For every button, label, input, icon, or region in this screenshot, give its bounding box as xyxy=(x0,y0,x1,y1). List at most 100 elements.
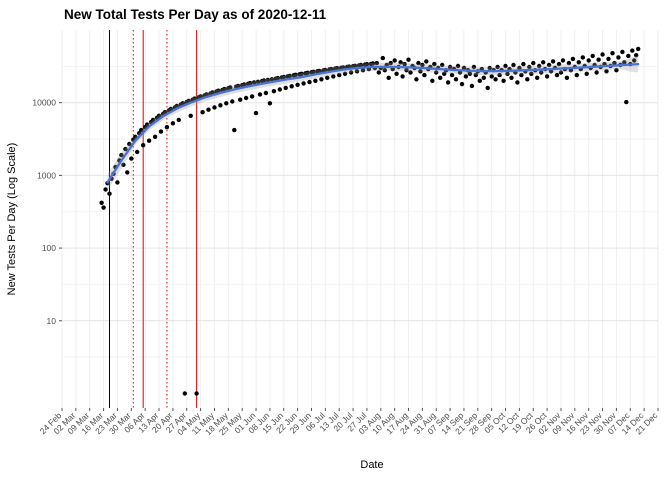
scatter-point xyxy=(146,138,152,143)
scatter-point xyxy=(489,74,494,79)
scatter-point xyxy=(188,113,193,119)
scatter-point xyxy=(289,84,294,89)
scatter-point xyxy=(394,71,399,77)
scatter-point xyxy=(620,49,625,55)
scatter-point xyxy=(123,146,128,152)
scatter-point xyxy=(319,77,324,82)
scatter-point xyxy=(101,205,106,210)
scatter-point xyxy=(170,121,176,126)
scatter-point xyxy=(414,77,419,82)
scatter-point xyxy=(406,57,411,62)
scatter-point xyxy=(564,75,570,81)
scatter-point xyxy=(376,70,381,75)
scatter-point xyxy=(535,75,540,81)
scatter-point xyxy=(408,70,413,75)
scatter-point xyxy=(129,156,134,161)
scatter-point xyxy=(590,53,595,59)
scatter-point xyxy=(218,103,223,108)
scatter-point xyxy=(228,85,233,90)
scatter-point xyxy=(249,94,255,99)
scatter-point xyxy=(455,63,461,69)
scatter-point xyxy=(469,83,475,89)
scatter-point xyxy=(133,134,138,139)
scatter-point xyxy=(269,77,275,82)
scatter-point xyxy=(329,66,334,72)
scatter-point xyxy=(422,72,427,78)
scatter-point xyxy=(305,70,310,76)
y-tick-label: 10000 xyxy=(32,98,56,108)
scatter-point xyxy=(283,85,288,91)
scatter-point xyxy=(152,134,158,139)
scatter-point xyxy=(497,72,502,78)
scatter-point xyxy=(253,110,259,116)
scatter-point xyxy=(556,61,562,67)
scatter-point xyxy=(624,99,629,105)
scatter-point xyxy=(158,129,164,134)
scatter-point xyxy=(521,61,526,67)
scatter-point xyxy=(354,69,360,74)
scatter-point xyxy=(313,78,318,84)
scatter-point xyxy=(416,60,421,66)
scatter-point xyxy=(348,70,354,75)
scatter-point xyxy=(404,68,409,73)
scatter-point xyxy=(434,70,439,75)
scatter-point xyxy=(281,74,286,80)
scatter-point xyxy=(352,63,358,68)
scatter-point xyxy=(531,60,536,66)
scatter-point xyxy=(212,105,217,110)
scatter-point xyxy=(477,78,482,84)
scatter-point xyxy=(115,180,120,185)
scatter-point xyxy=(121,162,126,167)
scatter-point xyxy=(243,95,249,101)
scatter-point xyxy=(626,53,631,59)
scatter-point xyxy=(485,85,490,91)
scatter-point xyxy=(501,78,506,84)
scatter-point xyxy=(392,58,397,63)
scatter-point xyxy=(529,71,534,77)
scatter-point xyxy=(632,58,637,63)
scatter-point xyxy=(206,107,211,112)
scatter-point xyxy=(135,149,140,155)
scatter-point xyxy=(251,80,257,85)
scatter-point xyxy=(99,200,104,205)
scatter-point xyxy=(342,71,348,77)
scatter-point xyxy=(271,89,277,94)
scatter-point xyxy=(386,75,391,81)
scatter-point xyxy=(265,77,271,83)
scatter-point xyxy=(527,64,532,70)
scatter-point xyxy=(634,53,639,58)
scatter-point xyxy=(125,170,130,175)
scatter-point xyxy=(525,77,530,82)
scatter-point xyxy=(566,60,572,66)
scatter-point xyxy=(287,73,292,79)
scatter-point xyxy=(255,79,261,85)
scatter-point xyxy=(388,60,393,66)
scatter-point xyxy=(610,51,615,56)
scatter-point xyxy=(263,90,269,96)
scatter-point xyxy=(546,62,552,68)
scatter-point xyxy=(424,59,429,64)
scatter-point xyxy=(150,117,156,123)
scatter-point xyxy=(210,90,215,95)
scatter-point xyxy=(277,87,282,92)
scatter-point xyxy=(616,55,621,60)
scatter-point xyxy=(139,127,144,133)
scatter-point xyxy=(442,71,447,77)
scatter-point xyxy=(558,70,564,75)
scatter-point xyxy=(238,97,243,102)
scatter-point xyxy=(156,113,162,119)
scatter-point xyxy=(515,80,520,85)
scatter-point xyxy=(471,64,477,70)
scatter-point xyxy=(463,74,469,79)
scatter-point xyxy=(182,391,187,396)
scatter-point xyxy=(398,60,403,65)
scatter-point xyxy=(176,117,181,123)
scatter-point xyxy=(337,72,342,78)
scatter-point xyxy=(267,101,273,106)
scatter-point xyxy=(461,65,467,71)
scatter-point xyxy=(503,63,508,69)
scatter-point xyxy=(505,71,510,77)
scatter-point xyxy=(495,64,500,70)
scatter-point xyxy=(584,71,589,77)
